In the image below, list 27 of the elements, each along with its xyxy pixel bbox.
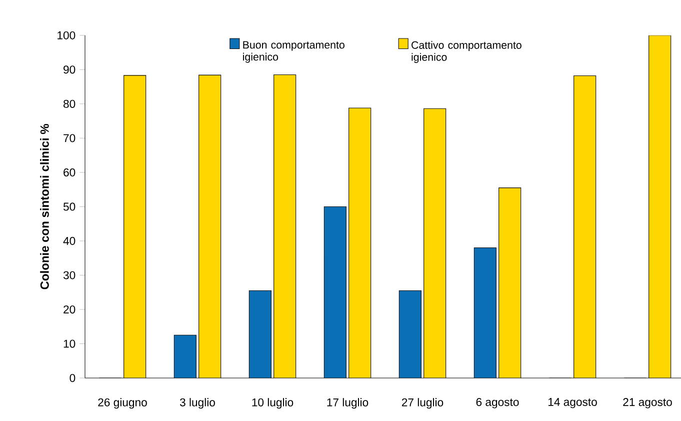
x-tick-label: 27 luglio [402, 398, 444, 409]
y-tick-label: 20 [64, 305, 76, 314]
y-tick-label: 100 [58, 31, 76, 40]
x-tick-label: 3 luglio [180, 398, 215, 409]
y-axis-title: Colonie con sintomi clinici % [40, 124, 49, 290]
legend-label: Buon comportamento igienico [243, 41, 344, 63]
bar [399, 290, 422, 378]
y-tick-label: 80 [64, 100, 76, 108]
x-tick-label: 6 agosto [476, 398, 519, 408]
bar [249, 290, 272, 378]
y-tick-label: 40 [63, 236, 76, 245]
bar [474, 248, 496, 378]
y-tick-label: 30 [63, 271, 76, 280]
y-tick-label: 0 [70, 374, 76, 382]
bar [324, 206, 346, 378]
y-tick-label: 90 [64, 66, 76, 74]
bar [174, 335, 196, 378]
x-tick-label: 17 luglio [327, 398, 368, 409]
y-tick-label: 10 [64, 340, 76, 348]
legend-label: Cattivo comportamento igienico [412, 40, 522, 63]
x-tick-label: 21 agosto [623, 398, 672, 408]
x-tick-label: 14 agosto [548, 398, 597, 408]
y-tick-label: 60 [64, 168, 76, 176]
x-tick-label: 26 giugno [98, 398, 147, 409]
y-tick-label: 70 [64, 134, 76, 142]
x-tick-label: 10 luglio [252, 398, 294, 409]
y-tick-label: 50 [63, 202, 76, 211]
